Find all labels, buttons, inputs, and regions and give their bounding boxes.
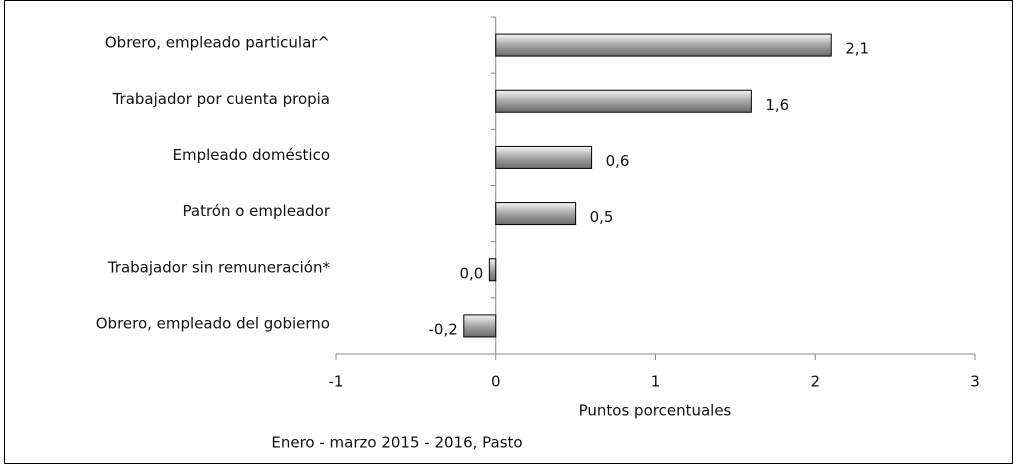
x-tick-label: 0	[491, 373, 501, 391]
value-label: 2,1	[845, 40, 869, 58]
x-axis-title: Puntos porcentuales	[579, 402, 732, 420]
value-label: 0,5	[590, 208, 614, 226]
y-tick-label: Trabajador por cuenta propia	[112, 90, 330, 108]
x-tick-label: 1	[651, 373, 661, 391]
bar	[495, 89, 752, 113]
y-tick-label: Obrero, empleado del gobierno	[96, 314, 330, 332]
y-tick-label: Patrón o empleador	[183, 202, 331, 220]
bar	[463, 314, 497, 338]
bar	[495, 202, 577, 226]
value-label: 0,6	[606, 152, 630, 170]
y-tick-label: Obrero, empleado particular^	[105, 34, 330, 52]
value-label: -0,2	[429, 320, 458, 338]
bar	[488, 258, 497, 282]
y-tick-label: Empleado doméstico	[173, 146, 331, 164]
bar	[495, 145, 593, 169]
x-tick-label: 3	[970, 373, 980, 391]
bar	[495, 33, 832, 57]
value-label: 1,6	[765, 96, 789, 114]
chart-border	[4, 0, 1013, 464]
x-tick-label: -1	[329, 373, 344, 391]
x-tick-label: 2	[810, 373, 820, 391]
y-tick-label: Trabajador sin remuneración*	[107, 258, 331, 276]
subtitle: Enero - marzo 2015 - 2016, Pasto	[271, 434, 522, 452]
value-label: 0,0	[460, 264, 484, 282]
